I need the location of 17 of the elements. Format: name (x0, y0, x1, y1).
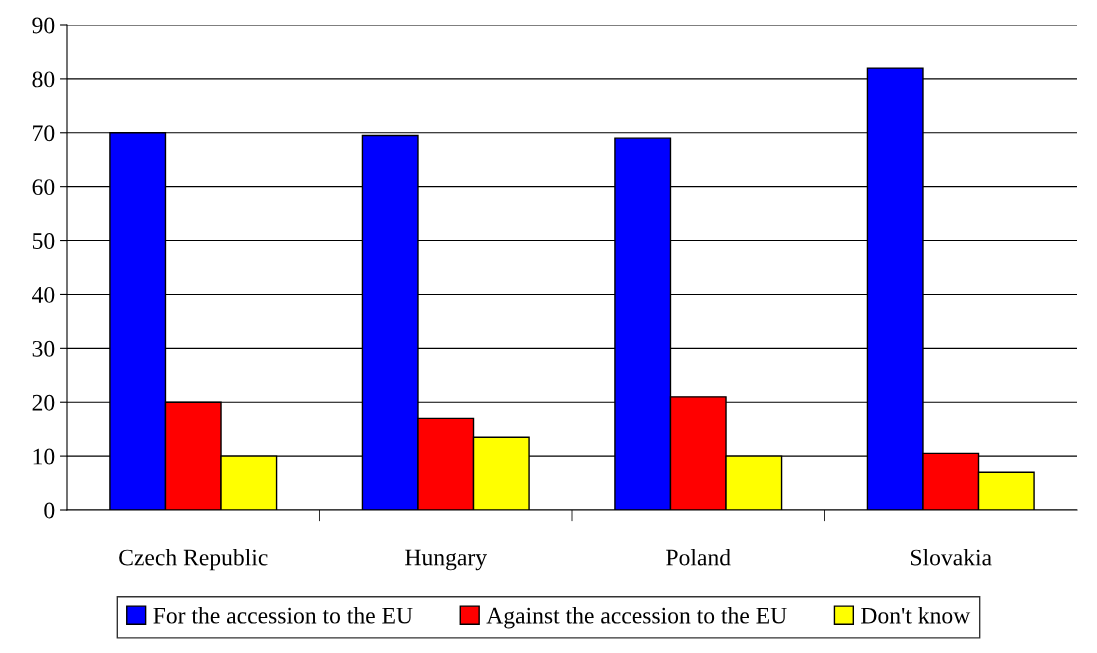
y-tick-label: 0 (44, 502, 55, 519)
x-tick-label: Hungary (405, 549, 487, 571)
y-tick-label: 50 (32, 233, 55, 249)
y-tick-label: 40 (32, 286, 55, 303)
y-tick-label: 60 (32, 179, 55, 196)
y-tick-label: 30 (32, 340, 55, 357)
x-tick-label: Czech Republic (119, 548, 268, 571)
y-tick-label: 90 (32, 17, 55, 34)
y-tick-label: 70 (33, 125, 55, 142)
y-tick-label: 10 (33, 448, 55, 465)
legend-label: Against the accession to the EU (486, 607, 787, 629)
x-tick-label: Poland (666, 548, 731, 566)
legend-label: Don't know (861, 607, 971, 624)
y-tick-label: 80 (32, 71, 55, 88)
y-tick-label: 20 (32, 394, 55, 411)
legend-label: For the accession to the EU (153, 607, 413, 624)
x-tick-label: Slovakia (911, 548, 992, 566)
